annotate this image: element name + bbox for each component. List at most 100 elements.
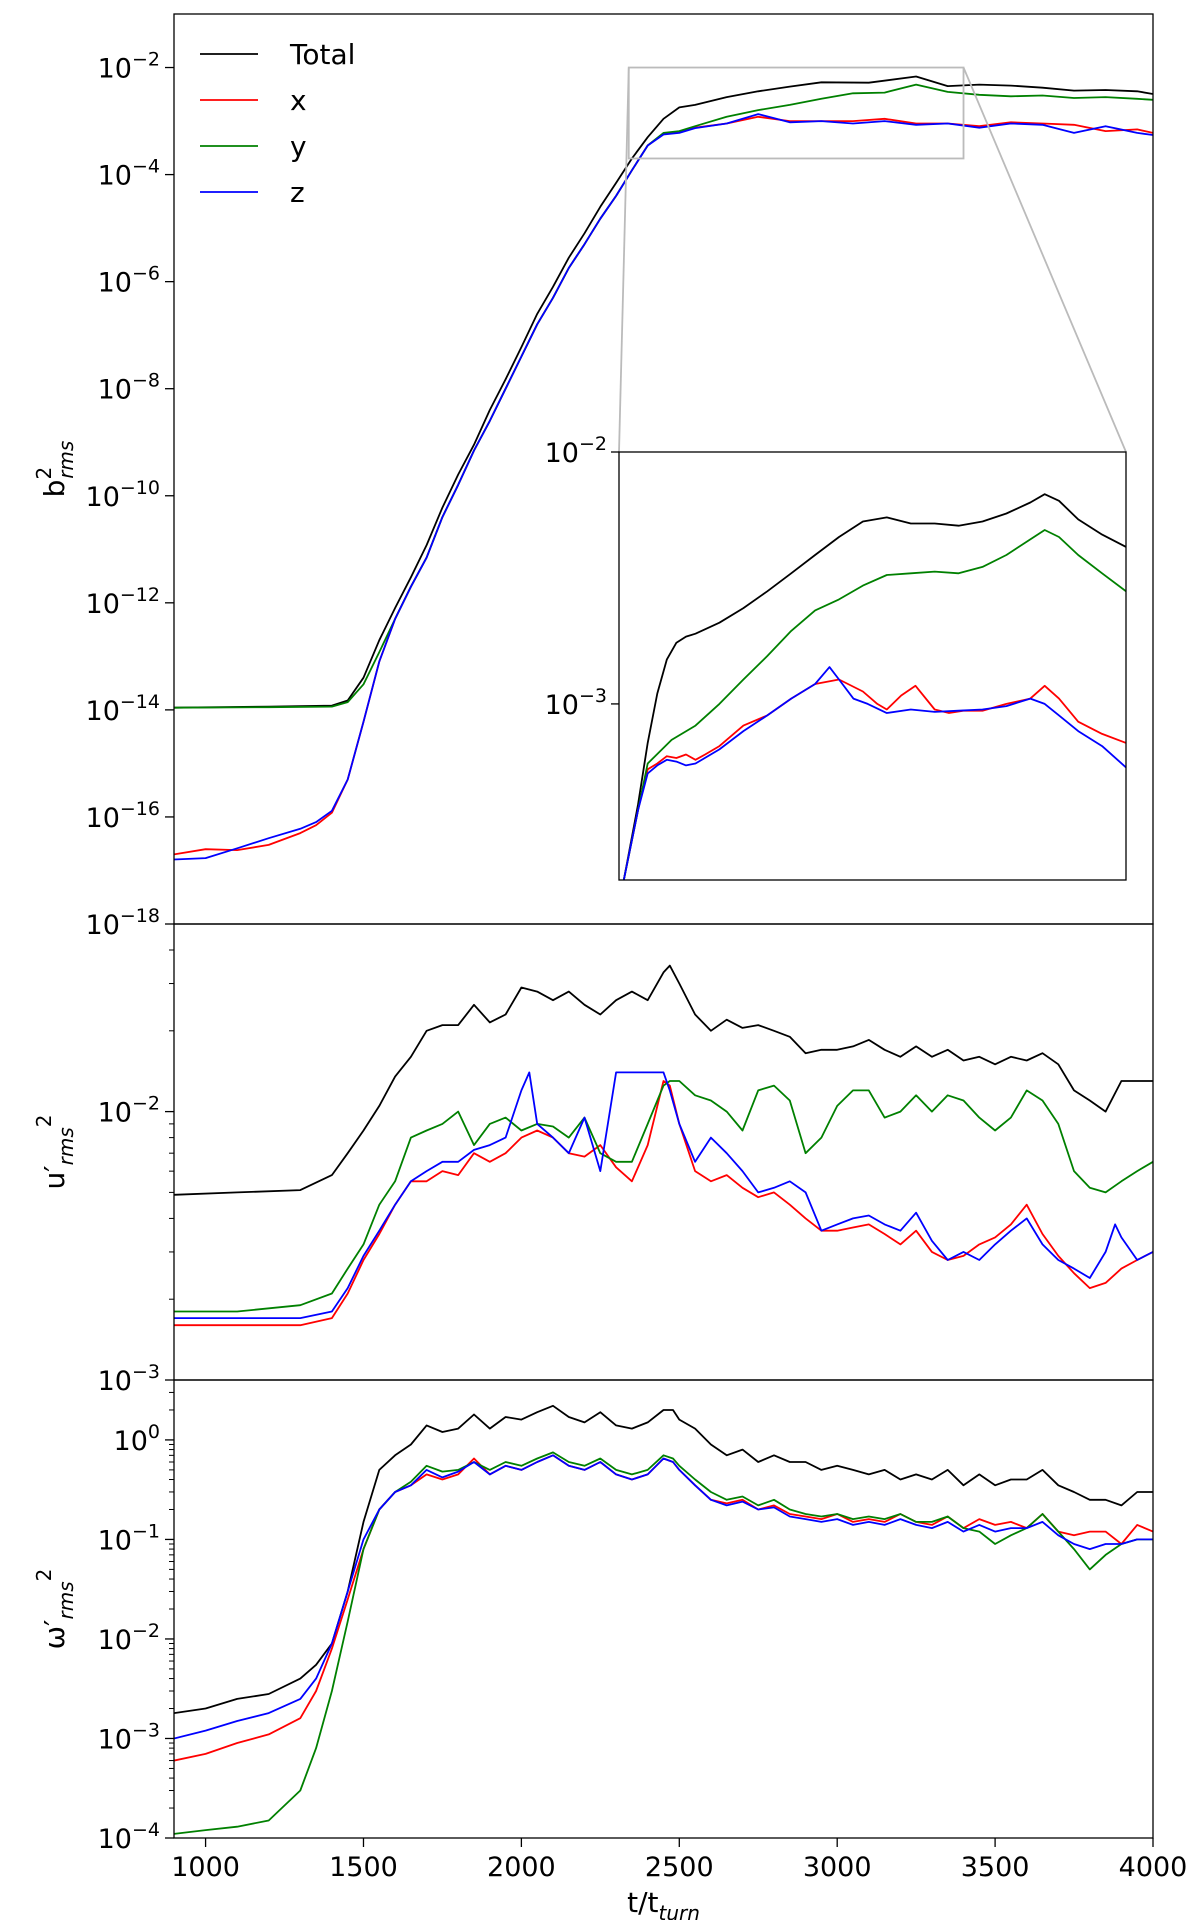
series-line-total <box>174 964 1153 1196</box>
inset-series-group <box>622 493 1126 880</box>
y-tick-label: 10−18 <box>86 905 160 941</box>
x-tick-label: 2000 <box>487 1852 556 1883</box>
series-group <box>174 1404 1153 1835</box>
x-tick-label: 1000 <box>171 1852 240 1883</box>
legend-label-y: y <box>290 130 307 163</box>
series-line-z <box>174 1454 1153 1740</box>
x-axis-label: t/tturn <box>627 1886 700 1920</box>
y-tick-label: 10−2 <box>98 1093 160 1129</box>
inset-group: 10−210−3 <box>545 66 1127 881</box>
y-axis-label-base: u′ <box>38 1165 71 1189</box>
y-tick-label: 10−3 <box>98 1361 160 1397</box>
zoom-connector-line <box>618 67 630 453</box>
y-axis-label-sub: rms <box>54 1127 78 1165</box>
tick-base: 10 <box>86 482 120 513</box>
y-tick-label: 10−16 <box>86 798 160 834</box>
tick-exponent: −2 <box>132 1620 160 1642</box>
y-tick-label: 10−4 <box>98 156 160 192</box>
tick-base: 10 <box>86 803 120 834</box>
x-tick-label: 3500 <box>961 1852 1030 1883</box>
tick-exponent: −4 <box>132 1819 160 1841</box>
tick-exponent: −2 <box>132 49 160 71</box>
tick-exponent: −10 <box>120 477 160 499</box>
y-axis-label: u′rms2 <box>32 1115 78 1190</box>
tick-base: 10 <box>98 1098 132 1129</box>
legend: Total xyz <box>200 38 355 209</box>
x-tick-label: 3000 <box>803 1852 872 1883</box>
inset-y-tick-label: 10−3 <box>545 685 607 721</box>
y-tick-label: 10−14 <box>86 691 160 727</box>
x-tick-label: 2500 <box>645 1852 714 1883</box>
y-axis-label-sup: 2 <box>32 467 56 480</box>
tick-base: 10 <box>545 690 579 721</box>
zoom-connector-line <box>962 67 1127 453</box>
y-tick-label: 10−2 <box>98 49 160 85</box>
tick-base: 10 <box>98 1525 132 1556</box>
tick-base: 10 <box>545 438 579 469</box>
legend-label-z: z <box>290 176 305 209</box>
y-tick-label: 10−2 <box>98 1620 160 1656</box>
y-tick-label: 10−12 <box>86 584 160 620</box>
tick-base: 10 <box>114 1426 148 1457</box>
y-tick-label: 10−8 <box>98 370 160 406</box>
series-line-y <box>174 1080 1153 1313</box>
tick-exponent: −3 <box>579 685 607 707</box>
legend-label-x: x <box>290 84 307 117</box>
tick-base: 10 <box>86 696 120 727</box>
y-axis-label-base: b <box>38 480 71 498</box>
tick-base: 10 <box>98 268 132 299</box>
tick-base: 10 <box>98 54 132 85</box>
tick-exponent: −3 <box>132 1719 160 1741</box>
tick-base: 10 <box>86 910 120 941</box>
tick-exponent: −16 <box>120 798 160 820</box>
y-tick-label: 10−6 <box>98 263 160 299</box>
x-axis-label-sub: turn <box>658 1901 699 1920</box>
inset-series-line-y <box>622 529 1126 880</box>
legend-label-total: Total <box>289 38 355 71</box>
x-tick-label: 1500 <box>329 1852 398 1883</box>
tick-exponent: −3 <box>132 1361 160 1383</box>
y-axis-label-base: ω′ <box>38 1620 71 1650</box>
tick-exponent: −2 <box>132 1093 160 1115</box>
y-axis-label-sub: rms <box>54 441 78 479</box>
inset-y-tick-label: 10−2 <box>545 433 607 469</box>
x-axis-label-base: t/t <box>627 1886 658 1919</box>
y-tick-label: 10−10 <box>86 477 160 513</box>
tick-exponent: −2 <box>579 433 607 455</box>
series-line-z <box>174 113 1153 861</box>
series-line-total <box>174 1404 1153 1714</box>
y-tick-label: 10−4 <box>98 1819 160 1855</box>
tick-exponent: −8 <box>132 370 160 392</box>
tick-base: 10 <box>86 589 120 620</box>
y-tick-label: 10−3 <box>98 1719 160 1755</box>
inset-frame <box>618 451 1127 881</box>
inset-series-line-total <box>622 493 1126 880</box>
inset-series-line-z <box>622 666 1126 880</box>
x-tick-label: 4000 <box>1119 1852 1188 1883</box>
series-line-x <box>174 1080 1153 1327</box>
y-axis-label: b2rms <box>32 441 78 498</box>
tick-exponent: 0 <box>148 1421 160 1443</box>
y-axis-label-sup: 2 <box>32 1569 56 1582</box>
series-group <box>174 964 1153 1327</box>
tick-exponent: −4 <box>132 156 160 178</box>
y-axis-label-sub: rms <box>54 1581 78 1619</box>
tick-exponent: −18 <box>120 905 160 927</box>
tick-base: 10 <box>98 1824 132 1855</box>
tick-exponent: −1 <box>132 1520 160 1542</box>
y-axis-label-sup: 2 <box>32 1115 56 1128</box>
inset-background <box>619 452 1126 880</box>
zoom-indicator-box <box>627 66 965 160</box>
series-line-z <box>174 1071 1153 1319</box>
tick-base: 10 <box>98 1625 132 1656</box>
tick-exponent: −12 <box>120 584 160 606</box>
y-tick-label: 100 <box>114 1421 160 1457</box>
tick-base: 10 <box>98 375 132 406</box>
tick-base: 10 <box>98 161 132 192</box>
y-tick-label: 10−1 <box>98 1520 160 1556</box>
tick-exponent: −14 <box>120 691 160 713</box>
tick-base: 10 <box>98 1724 132 1755</box>
tick-base: 10 <box>98 1366 132 1397</box>
